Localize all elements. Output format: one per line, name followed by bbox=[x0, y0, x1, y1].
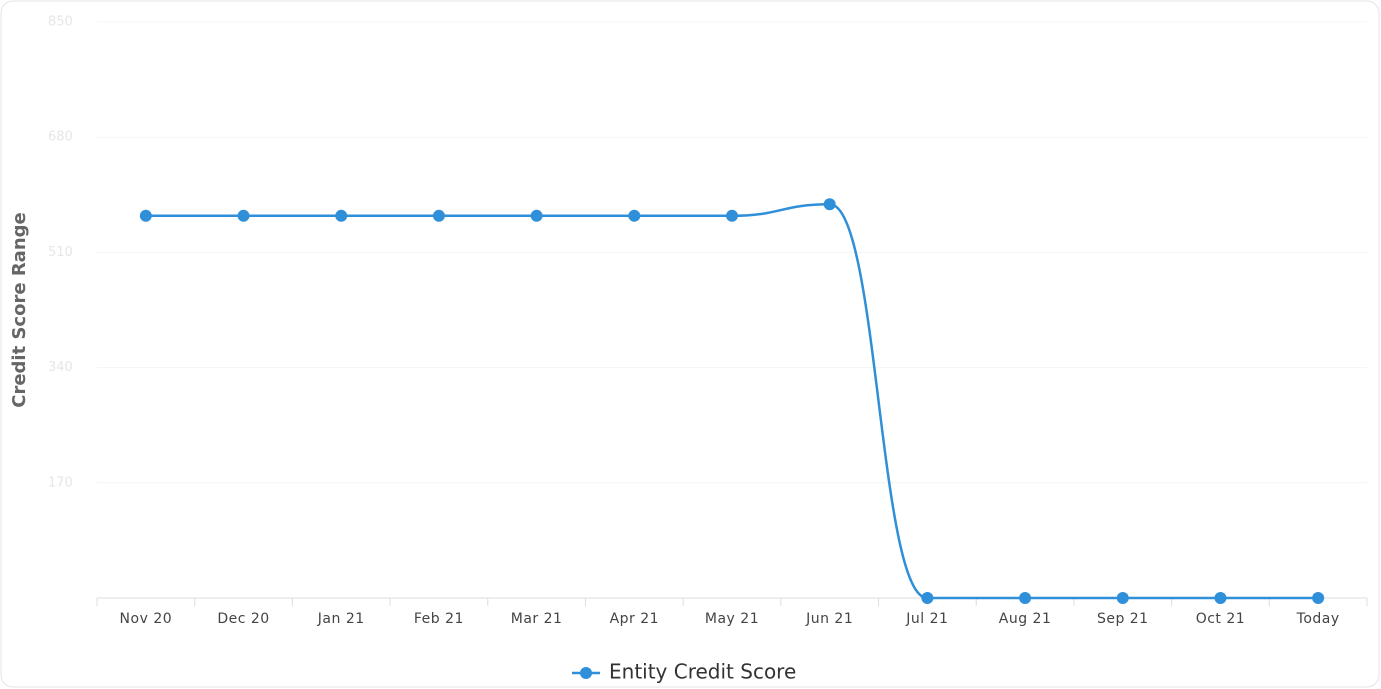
legend-marker bbox=[580, 667, 592, 679]
y-tick-label: 680 bbox=[48, 130, 73, 145]
point bbox=[237, 209, 250, 222]
point bbox=[432, 209, 445, 222]
point bbox=[726, 209, 738, 222]
point bbox=[628, 209, 641, 222]
y-axis-title: Credit Score Range bbox=[9, 212, 30, 408]
legend-label: Entity Credit Score bbox=[609, 660, 796, 684]
point bbox=[1019, 592, 1032, 604]
x-tick-label: Sep 21 bbox=[1097, 611, 1149, 627]
point bbox=[530, 209, 543, 222]
point bbox=[335, 209, 348, 222]
x-tick-label: May 21 bbox=[705, 611, 759, 627]
point bbox=[1214, 592, 1227, 604]
y-tick-label: 340 bbox=[48, 360, 73, 375]
x-tick-label: Aug 21 bbox=[999, 611, 1052, 627]
x-tick-label: Nov 20 bbox=[120, 611, 173, 627]
y-tick-label: 850 bbox=[48, 15, 73, 30]
x-tick-label: Jan 21 bbox=[317, 611, 365, 627]
x-tick-label: Today bbox=[1296, 611, 1340, 627]
point bbox=[1116, 592, 1129, 604]
point bbox=[823, 198, 836, 211]
x-tick-label: Mar 21 bbox=[511, 611, 563, 627]
x-tick-label: Dec 20 bbox=[217, 611, 269, 627]
series-line bbox=[145, 203, 1319, 600]
point bbox=[139, 209, 152, 222]
x-tick-label: Jul 21 bbox=[905, 611, 948, 627]
y-tick-label: 170 bbox=[48, 475, 73, 490]
x-tick-label: Oct 21 bbox=[1196, 611, 1245, 627]
point bbox=[921, 592, 934, 604]
x-tick-label: Feb 21 bbox=[414, 611, 464, 627]
y-tick-label: 510 bbox=[48, 245, 73, 260]
point bbox=[1312, 592, 1325, 604]
x-tick-label: Apr 21 bbox=[610, 611, 659, 627]
x-tick-label: Jun 21 bbox=[805, 611, 853, 627]
